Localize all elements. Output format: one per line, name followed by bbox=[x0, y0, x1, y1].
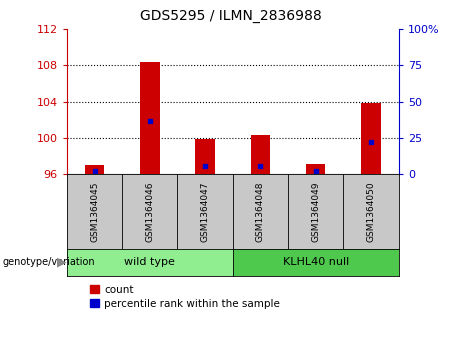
Text: GSM1364049: GSM1364049 bbox=[311, 181, 320, 242]
Text: GSM1364046: GSM1364046 bbox=[145, 181, 154, 242]
Text: genotype/variation: genotype/variation bbox=[2, 257, 95, 267]
Text: ▶: ▶ bbox=[57, 256, 66, 269]
Text: GSM1364047: GSM1364047 bbox=[201, 181, 210, 242]
Text: GSM1364048: GSM1364048 bbox=[256, 181, 265, 242]
Bar bbox=[361, 103, 381, 174]
Bar bbox=[251, 135, 270, 174]
Bar bbox=[306, 164, 325, 174]
Text: GDS5295 / ILMN_2836988: GDS5295 / ILMN_2836988 bbox=[140, 9, 321, 23]
Bar bbox=[195, 139, 215, 174]
Text: wild type: wild type bbox=[124, 257, 175, 267]
Text: KLHL40 null: KLHL40 null bbox=[283, 257, 349, 267]
Legend: count, percentile rank within the sample: count, percentile rank within the sample bbox=[90, 285, 280, 309]
Bar bbox=[85, 165, 104, 174]
Text: GSM1364045: GSM1364045 bbox=[90, 181, 99, 242]
Bar bbox=[140, 62, 160, 174]
Text: GSM1364050: GSM1364050 bbox=[366, 181, 376, 242]
